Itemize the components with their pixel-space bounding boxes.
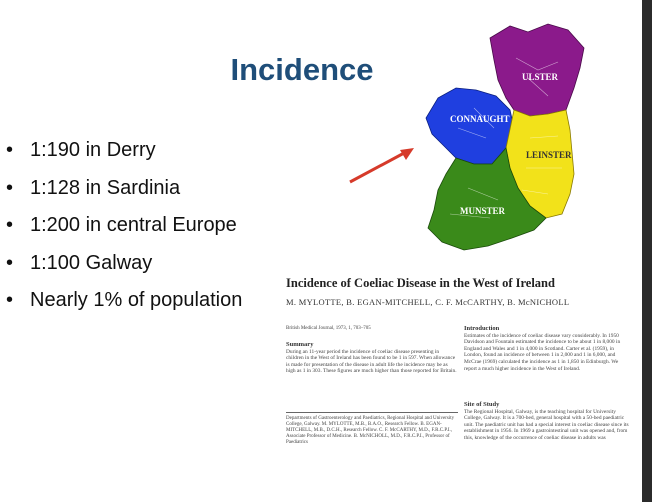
introduction-heading: Introduction <box>464 325 500 332</box>
connaught-label: CONNAUGHT <box>450 114 510 124</box>
paper-title: Incidence of Coeliac Disease in the West… <box>286 276 555 290</box>
site-heading: Site of Study <box>464 401 500 408</box>
munster-region <box>427 147 547 251</box>
site-block: Site of Study The Regional Hospital, Gal… <box>464 401 632 442</box>
summary-heading: Summary <box>286 341 314 348</box>
paper-excerpt: Incidence of Coeliac Disease in the West… <box>282 270 632 470</box>
leinster-label: LEINSTER <box>526 150 572 160</box>
red-arrow-icon <box>349 148 414 184</box>
bullet-item: 1:100 Galway <box>6 245 242 283</box>
munster-label: MUNSTER <box>460 206 506 216</box>
bullet-item: 1:200 in central Europe <box>6 207 242 245</box>
summary-block: Summary During an 11-year period the inc… <box>286 341 458 375</box>
ulster-label: ULSTER <box>522 72 559 82</box>
introduction-block: Introduction Estimates of the incidence … <box>464 325 632 372</box>
ireland-provinces-map: ULSTER CONNAUGHT LEINSTER MUNSTER <box>398 18 610 270</box>
connaught-region <box>425 87 515 165</box>
ulster-region <box>489 23 585 117</box>
bullet-item: 1:190 in Derry <box>6 132 242 170</box>
bullet-list: 1:190 in Derry 1:128 in Sardinia 1:200 i… <box>6 132 242 320</box>
slide-title: Incidence <box>230 52 374 87</box>
introduction-text: Estimates of the incidence of coeliac di… <box>464 332 621 372</box>
paper-authors: M. MYLOTTE, B. EGAN-MITCHELL, C. F. McCA… <box>286 297 570 307</box>
paper-journal: British Medical Journal, 1973, 1, 703–70… <box>286 326 371 331</box>
bullet-item: Nearly 1% of population <box>6 282 242 320</box>
summary-text: During an 11-year period the incidence o… <box>286 348 457 375</box>
bullet-item: 1:128 in Sardinia <box>6 170 242 208</box>
divider <box>286 412 458 413</box>
site-text: The Regional Hospital, Galway, is the te… <box>464 408 629 441</box>
affiliation-text: Departments of Gastroenterology and Paed… <box>286 416 455 445</box>
window-edge <box>642 0 652 502</box>
